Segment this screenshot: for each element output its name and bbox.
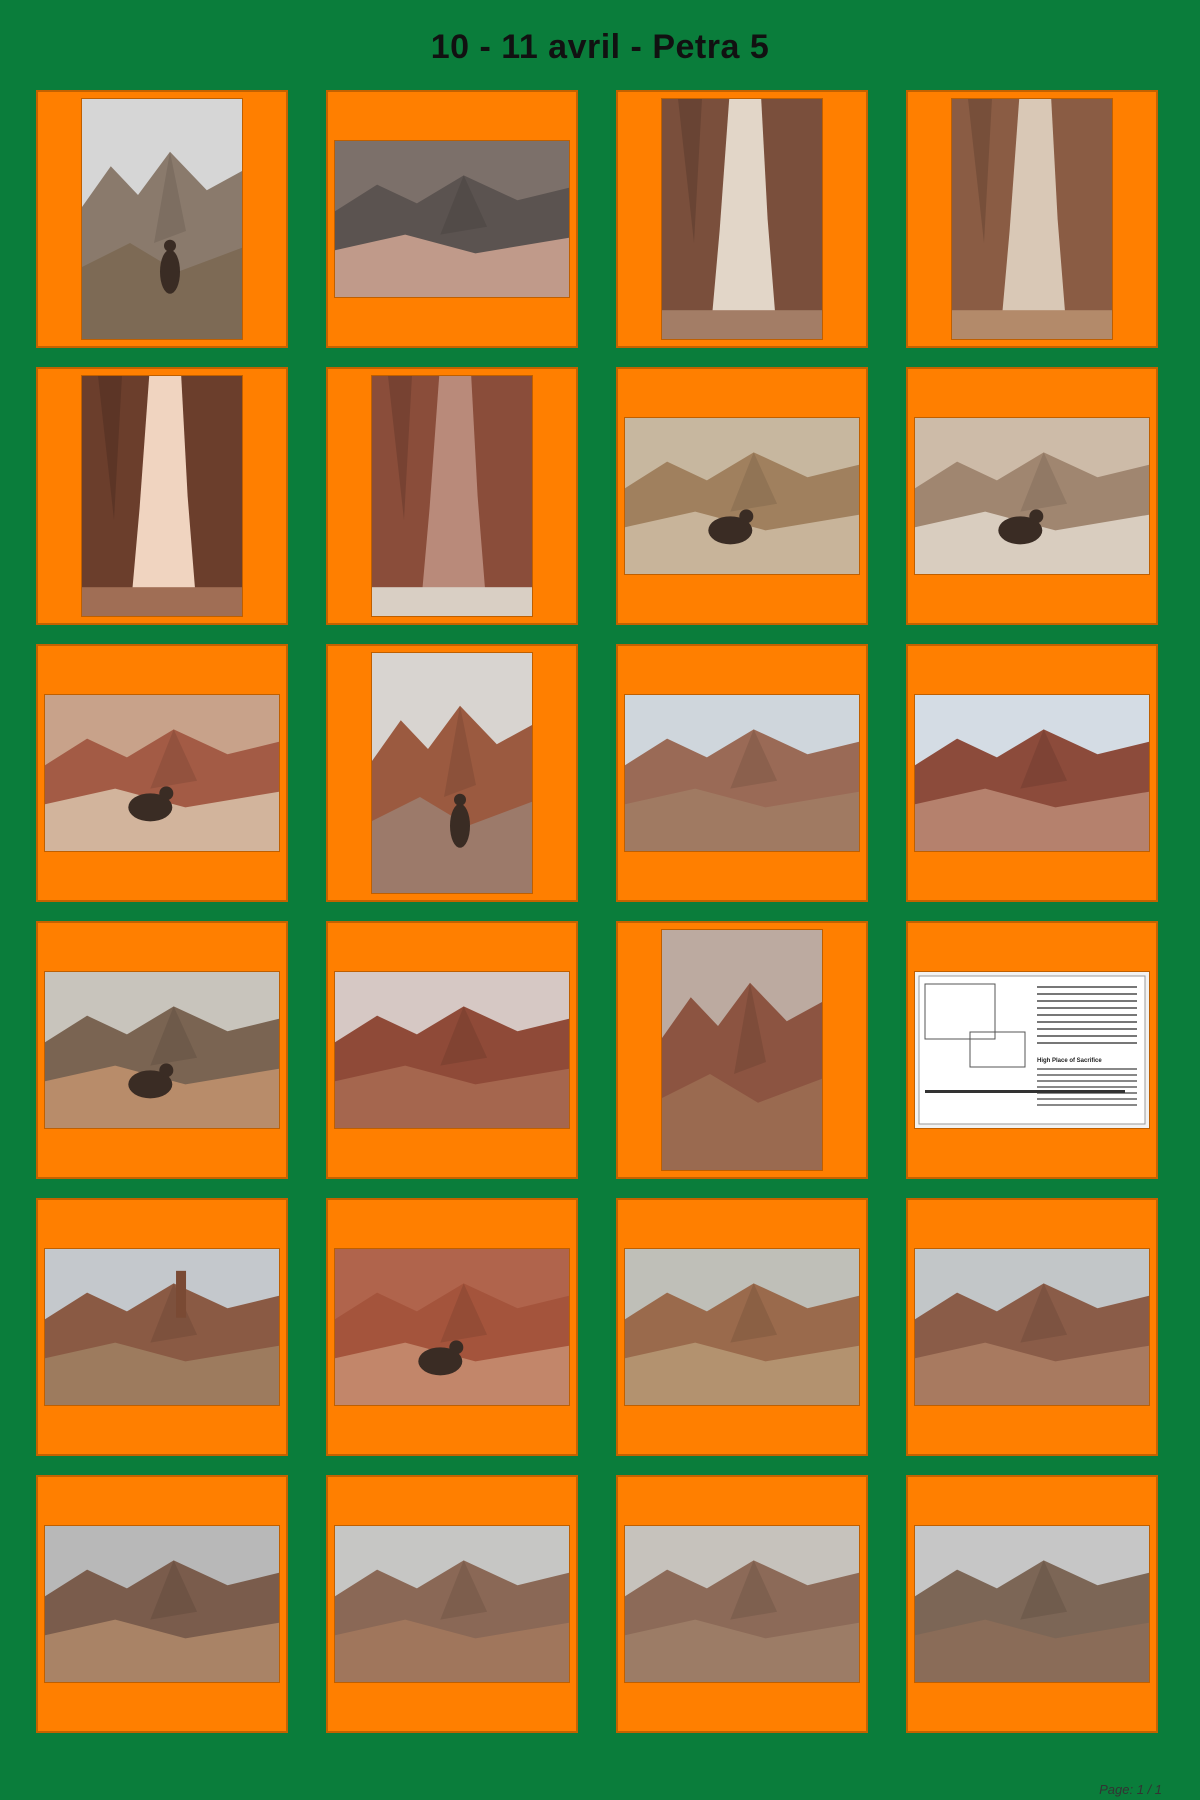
sign-heading: High Place of Sacrifice (1037, 1058, 1102, 1064)
photo-frame[interactable] (36, 1198, 288, 1456)
photo-frame[interactable] (36, 367, 288, 625)
photo-frame[interactable] (616, 367, 868, 625)
photo-thumbnail[interactable] (45, 695, 279, 851)
photo-frame[interactable] (906, 1475, 1158, 1733)
photo-frame[interactable] (326, 1198, 578, 1456)
photo-thumbnail[interactable] (915, 695, 1149, 851)
photo-thumbnail[interactable] (625, 695, 859, 851)
photo-thumbnail[interactable] (372, 376, 532, 616)
photo-thumbnail[interactable] (335, 141, 569, 297)
photo-frame[interactable] (906, 90, 1158, 348)
photo-thumbnail[interactable] (335, 1526, 569, 1682)
photo-thumbnail[interactable] (45, 1249, 279, 1405)
photo-thumbnail[interactable]: High Place of Sacrifice (915, 972, 1149, 1128)
photo-frame[interactable] (906, 1198, 1158, 1456)
page-number: Page: 1 / 1 (1099, 1782, 1162, 1797)
photo-frame[interactable] (326, 644, 578, 902)
photo-frame[interactable] (616, 1475, 868, 1733)
photo-frame[interactable] (326, 921, 578, 1179)
photo-thumbnail[interactable] (335, 1249, 569, 1405)
photo-frame[interactable] (326, 367, 578, 625)
photo-thumbnail[interactable] (82, 376, 242, 616)
photo-frame[interactable] (326, 1475, 578, 1733)
photo-thumbnail[interactable] (82, 99, 242, 339)
photo-frame[interactable] (906, 644, 1158, 902)
photo-thumbnail[interactable] (952, 99, 1112, 339)
photo-thumbnail[interactable] (45, 1526, 279, 1682)
photo-frame[interactable] (906, 367, 1158, 625)
photo-thumbnail[interactable] (625, 1526, 859, 1682)
photo-thumbnail[interactable] (625, 1249, 859, 1405)
photo-thumbnail[interactable] (662, 930, 822, 1170)
photo-frame[interactable] (616, 1198, 868, 1456)
photo-thumbnail[interactable] (915, 418, 1149, 574)
photo-frame[interactable]: High Place of Sacrifice (906, 921, 1158, 1179)
photo-frame[interactable] (36, 644, 288, 902)
photo-frame[interactable] (36, 1475, 288, 1733)
photo-thumbnail[interactable] (335, 972, 569, 1128)
photo-thumbnail[interactable] (915, 1249, 1149, 1405)
photo-frame[interactable] (326, 90, 578, 348)
photo-thumbnail[interactable] (625, 418, 859, 574)
photo-frame[interactable] (616, 921, 868, 1179)
photo-thumbnail[interactable] (662, 99, 822, 339)
photo-thumbnail[interactable] (372, 653, 532, 893)
page-title: 10 - 11 avril - Petra 5 (430, 28, 770, 66)
photo-frame[interactable] (36, 921, 288, 1179)
photo-thumbnail[interactable] (45, 972, 279, 1128)
photo-frame[interactable] (616, 90, 868, 348)
photo-thumbnail[interactable] (915, 1526, 1149, 1682)
photo-grid: High Place of Sacrifice (36, 90, 1158, 1733)
photo-frame[interactable] (616, 644, 868, 902)
photo-frame[interactable] (36, 90, 288, 348)
